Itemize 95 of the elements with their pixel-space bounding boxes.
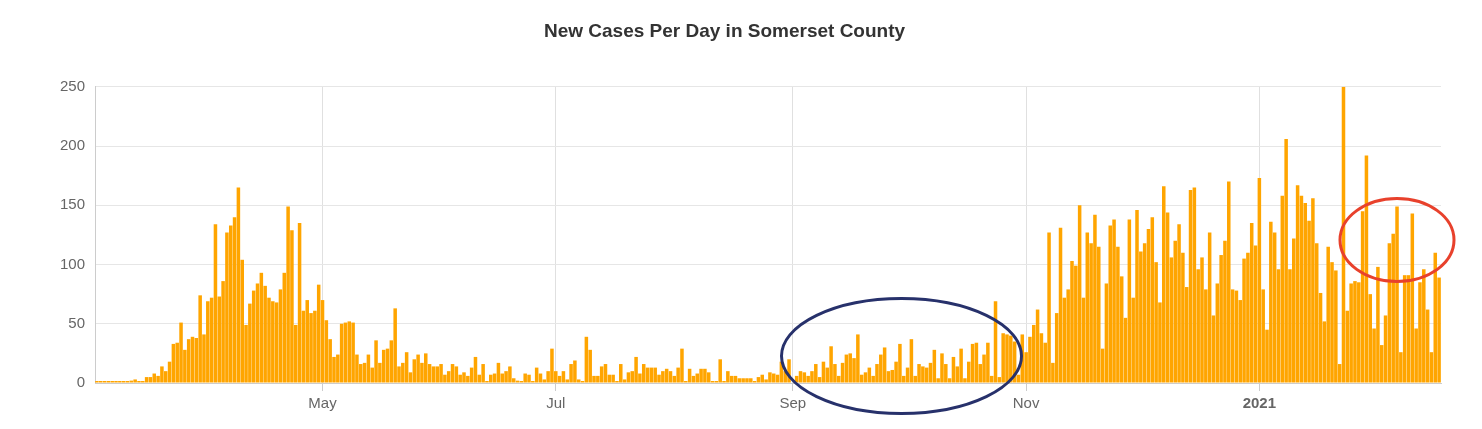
bar [133,379,137,383]
bar [699,368,703,383]
bar [856,334,860,383]
bar [706,372,711,383]
bar [573,360,577,383]
bar [737,378,742,383]
bar [1177,224,1181,383]
bar [848,353,852,383]
bar [703,368,707,383]
x-tick-label: Sep [779,394,807,412]
bar [829,346,833,383]
bar [1162,186,1166,383]
bar [523,373,527,383]
bar [680,348,684,383]
bar [508,366,512,383]
bar [557,375,562,383]
bar [661,371,665,383]
bar [634,356,638,383]
bar [921,366,925,383]
bar [1135,210,1139,383]
bar [726,371,730,383]
bar [749,378,753,383]
bar [148,377,153,383]
bar [768,372,772,383]
x-tick-label: Jul [546,394,566,412]
y-tick-label: 200 [59,136,85,154]
bar [206,301,210,383]
bar [940,353,944,383]
bar [550,348,554,383]
bar [653,367,657,383]
bar [271,301,275,383]
bar [1284,138,1288,383]
bar [668,371,673,383]
bar [863,372,868,383]
bar [1269,221,1273,383]
bar [1112,219,1116,383]
y-tick-label: 150 [59,195,85,213]
bar [569,364,573,383]
y-tick-label: 0 [76,373,85,391]
bar [986,342,990,383]
y-tick-label: 250 [59,76,85,94]
bar [527,374,531,383]
x-tick-label: Nov [1012,394,1040,412]
bar [393,308,397,383]
bar [1395,206,1399,383]
y-tick-label: 50 [68,313,85,331]
bar [718,359,722,383]
x-tick-label: 2021 [1242,394,1277,412]
bar [198,295,202,383]
bar [424,353,428,383]
bar [806,375,810,383]
bar [351,322,355,383]
bar [416,354,420,383]
bar [798,371,803,383]
bar [733,375,738,383]
bar [144,377,149,383]
bar [626,372,631,383]
bar [756,377,761,383]
chart-title: New Cases Per Day in Somerset County [543,19,906,41]
bar [481,364,485,383]
bar [1422,269,1426,383]
bar [745,378,749,383]
bar [959,348,963,383]
bar [741,378,745,383]
y-tick-label: 100 [59,254,85,272]
bar [160,366,164,383]
bar [1353,281,1357,383]
bar [462,372,466,383]
bar [1349,283,1353,383]
bar [1001,333,1005,383]
bar [1047,232,1051,383]
bar [729,375,734,383]
bar [1200,257,1204,383]
bar [179,322,183,383]
bar [1093,214,1097,383]
bar [1005,334,1009,383]
bar [435,366,439,383]
bar [1070,260,1074,383]
bar [814,364,818,383]
bar [611,374,615,383]
bar [619,364,623,383]
bar [1326,246,1330,383]
bar [561,371,566,383]
x-tick-label: May [308,394,338,412]
bar [802,372,807,383]
bar [374,340,378,383]
bar [1227,181,1231,383]
bar [1311,198,1315,383]
bar [305,300,309,383]
bar [1376,266,1380,383]
bar [917,364,921,383]
bar [898,343,902,383]
bar [439,364,443,383]
bar [489,374,493,383]
bar [286,206,290,383]
